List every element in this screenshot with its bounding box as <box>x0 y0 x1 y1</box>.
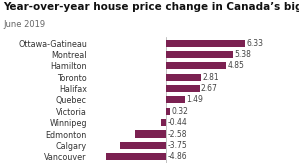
Text: 4.85: 4.85 <box>228 61 245 70</box>
Text: 1.49: 1.49 <box>186 95 203 104</box>
Text: -2.58: -2.58 <box>168 130 187 138</box>
Text: 6.33: 6.33 <box>246 39 263 48</box>
Bar <box>120 142 167 149</box>
Text: Year-over-year house price change in Canada’s biggest cities: Year-over-year house price change in Can… <box>3 2 299 12</box>
Text: -4.86: -4.86 <box>168 152 187 161</box>
Bar <box>167 62 226 69</box>
Bar <box>135 131 167 138</box>
Bar <box>167 74 201 81</box>
Bar <box>161 119 167 126</box>
Text: 5.38: 5.38 <box>234 50 251 59</box>
Bar <box>167 40 245 47</box>
Text: 0.32: 0.32 <box>172 107 189 116</box>
Bar <box>167 108 170 115</box>
Bar <box>167 51 233 58</box>
Bar <box>106 153 167 160</box>
Bar <box>167 85 199 92</box>
Text: June 2019: June 2019 <box>3 20 45 29</box>
Text: 2.81: 2.81 <box>203 73 219 82</box>
Text: -3.75: -3.75 <box>168 141 188 150</box>
Bar <box>167 96 185 103</box>
Text: -0.44: -0.44 <box>168 118 188 127</box>
Text: 2.67: 2.67 <box>201 84 218 93</box>
